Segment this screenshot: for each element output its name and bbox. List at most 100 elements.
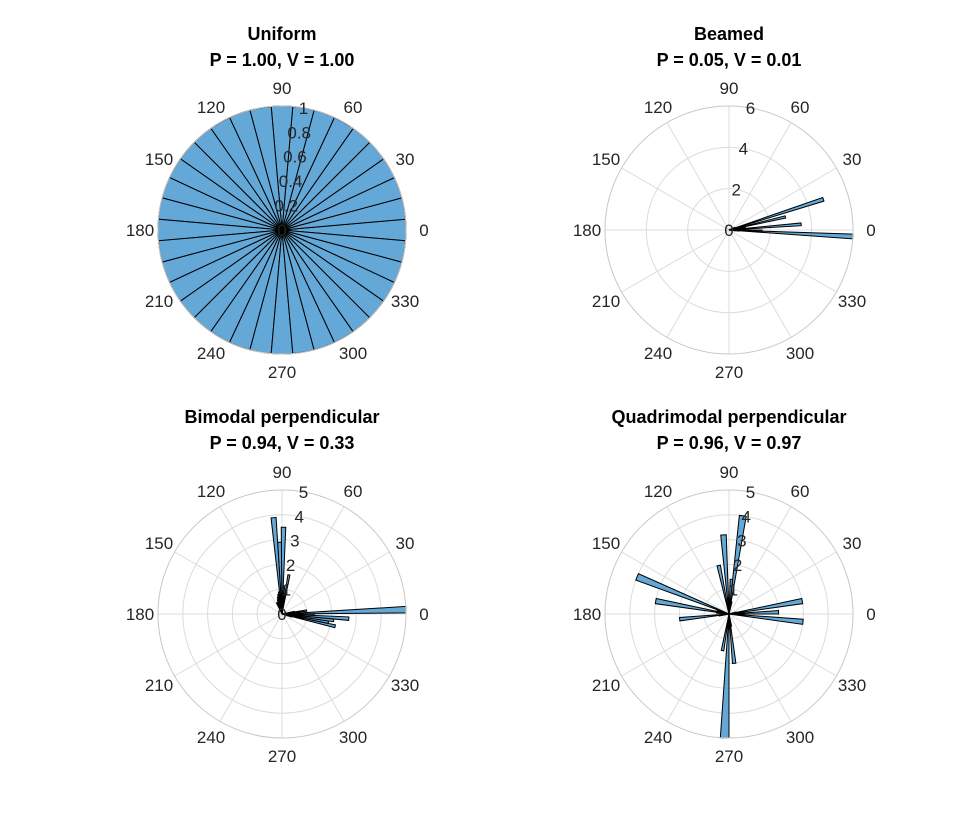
histogram-bar [728,597,804,615]
theta-tick-label: 180 [573,221,601,240]
grid-spoke [281,613,390,677]
theta-tick-label: 150 [592,150,620,169]
panel-title-line1: Beamed [694,24,764,44]
polar-axes-bimodal: 0 30 60 90 120 150 180 210 240 270 300 330 0 1 2 3 4 5 [126,463,429,766]
theta-tick-label: 210 [145,676,173,695]
histogram-bar [281,613,293,618]
theta-tick-label: 0 [419,221,428,240]
panel-title-line2: P = 0.05, V = 0.01 [657,50,802,70]
theta-tick-label: 210 [592,292,620,311]
r-tick-label: 2 [731,180,740,199]
r-tick-label: 3 [737,532,746,551]
histogram-bar [728,613,804,625]
histogram-bar [270,516,283,615]
r-tick-label: 2 [286,556,295,575]
theta-tick-label: 300 [786,728,814,747]
r-tick-label: 0 [724,221,733,240]
theta-tick-label: 60 [344,98,363,117]
r-tick-label: 2 [733,556,742,575]
theta-tick-label: 90 [273,463,292,482]
panel-quadrimodal: Quadrimodal perpendicular P = 0.96, V = … [573,407,876,766]
axis-outer-circle [604,489,854,739]
histogram-bar [281,574,291,615]
panel-title-line2: P = 0.94, V = 0.33 [210,433,355,453]
grid-spoke [728,229,837,293]
grid-spoke [728,229,792,338]
theta-tick-label: 120 [644,482,672,501]
theta-tick-label: 240 [197,344,225,363]
grid-spoke [666,613,730,722]
polar-axes-quadrimodal: 0 30 60 90 120 150 180 210 240 270 300 330 1 2 3 4 5 [573,463,876,766]
r-tick-label: 4 [739,140,748,159]
theta-tick-label: 30 [396,534,415,553]
grid-spoke [666,506,730,615]
r-tick-label: 0.8 [287,123,311,142]
theta-tick-label: 300 [339,344,367,363]
theta-tick-label: 120 [197,98,225,117]
theta-tick-label: 30 [843,150,862,169]
theta-tick-label: 150 [592,534,620,553]
grid-spoke [621,551,730,615]
theta-tick-label: 0 [866,221,875,240]
theta-tick-label: 180 [126,221,154,240]
grid-spoke [281,551,390,615]
panel-beamed: Beamed P = 0.05, V = 0.01 0 30 60 90 120 150 1… [573,24,876,382]
theta-tick-label: 150 [145,150,173,169]
histogram-bar [728,226,736,231]
grid-spoke [728,551,837,615]
theta-tick-label: 60 [791,482,810,501]
grid-spoke [728,613,792,722]
theta-tick-label: 330 [838,676,866,695]
theta-tick-label: 240 [644,344,672,363]
histogram-bar [728,514,747,615]
grid-spoke [621,613,730,677]
grid-spoke [281,506,345,615]
grid-spoke [174,551,283,615]
grid-spoke [728,122,792,231]
axis-outer-circle [157,105,407,355]
r-tick-label: 0.2 [274,197,298,216]
panel-title-line1: Uniform [248,24,317,44]
theta-tick-label: 210 [145,292,173,311]
histogram-bar [728,196,825,231]
theta-tick-label: 330 [838,292,866,311]
theta-tick-label: 270 [715,363,743,382]
theta-tick-label: 300 [339,728,367,747]
theta-tick-label: 330 [391,676,419,695]
grid-spoke [621,167,730,231]
theta-tick-label: 240 [197,728,225,747]
r-tick-label: 5 [746,483,755,502]
histogram-bar [720,534,730,615]
theta-tick-label: 30 [843,534,862,553]
histogram-bar [728,611,737,615]
polar-axes-beamed: 0 30 60 90 120 150 180 210 240 270 300 330 0 2 4 6 [573,79,876,382]
histogram-bar [728,229,736,232]
theta-tick-label: 270 [268,363,296,382]
panel-title-line1: Quadrimodal perpendicular [611,407,846,427]
r-tick-label: 1 [729,581,738,600]
theta-tick-label: 120 [644,98,672,117]
grid-spoke [728,506,792,615]
histogram-bar [654,597,730,615]
panel-title-line2: P = 0.96, V = 0.97 [657,433,802,453]
theta-tick-label: 30 [396,150,415,169]
axis-outer-circle [157,489,407,739]
theta-tick-label: 60 [344,482,363,501]
panel-uniform: Uniform P = 1.00, V = 1.00 0 30 60 90 120 150… [126,24,429,382]
r-tick-label: 1 [282,581,291,600]
histogram-bar [281,613,350,621]
theta-tick-label: 90 [720,79,739,98]
r-tick-label: 0.4 [279,172,303,191]
histogram-bar [716,611,730,615]
grid-spoke [174,613,283,677]
theta-tick-label: 270 [715,747,743,766]
r-tick-label: 0 [277,605,286,624]
histogram-bar [728,215,787,231]
histogram-bar [728,613,733,627]
theta-tick-label: 60 [791,98,810,117]
histogram-bar [678,613,730,622]
r-tick-label: 0.6 [283,148,307,167]
theta-tick-label: 180 [573,605,601,624]
r-tick-label: 1 [299,99,308,118]
